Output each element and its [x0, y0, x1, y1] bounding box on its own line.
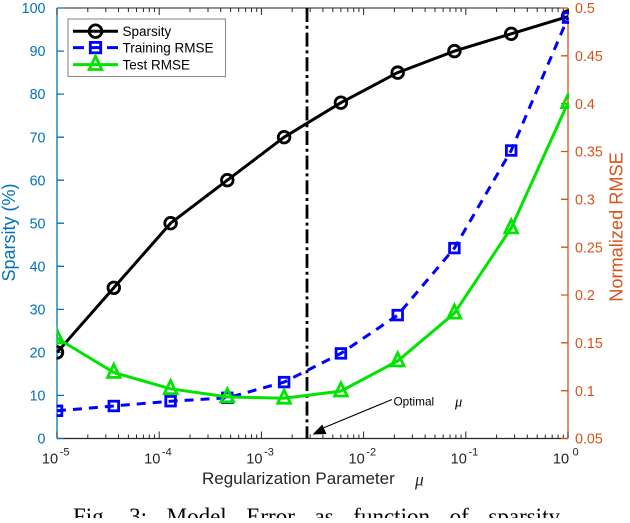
svg-text:Sparsity: Sparsity — [123, 24, 172, 39]
svg-text:30: 30 — [30, 303, 46, 319]
svg-text:-4: -4 — [162, 447, 172, 459]
svg-text:40: 40 — [30, 259, 46, 275]
svg-text:Sparsity (%): Sparsity (%) — [0, 183, 19, 281]
svg-text:-5: -5 — [60, 447, 70, 459]
svg-text:0.35: 0.35 — [575, 145, 603, 161]
svg-text:10: 10 — [553, 452, 569, 468]
svg-text:Training RMSE: Training RMSE — [123, 40, 214, 55]
svg-text:Regularization Parameter: Regularization Parameter — [202, 469, 395, 488]
svg-text:Optimal: Optimal — [394, 395, 435, 409]
svg-text:-2: -2 — [366, 447, 376, 459]
svg-text:20: 20 — [30, 346, 46, 362]
svg-text:50: 50 — [30, 216, 46, 232]
svg-text:70: 70 — [30, 130, 46, 146]
svg-text:10: 10 — [144, 452, 160, 468]
svg-text:Normalized RMSE: Normalized RMSE — [607, 152, 627, 302]
svg-text:0.1: 0.1 — [575, 384, 595, 400]
svg-text:10: 10 — [348, 452, 364, 468]
svg-text:60: 60 — [30, 173, 46, 189]
svg-text:-1: -1 — [469, 447, 479, 459]
svg-text:100: 100 — [22, 1, 46, 17]
svg-text:0.3: 0.3 — [575, 192, 595, 208]
svg-text:10: 10 — [30, 389, 46, 405]
svg-text:0.15: 0.15 — [575, 336, 603, 352]
svg-text:0.45: 0.45 — [575, 49, 603, 65]
svg-text:0.05: 0.05 — [575, 432, 603, 448]
svg-text:0.5: 0.5 — [575, 1, 595, 17]
svg-text:10: 10 — [451, 452, 467, 468]
svg-text:0: 0 — [38, 432, 46, 448]
svg-text:10: 10 — [246, 452, 262, 468]
svg-text:Test RMSE: Test RMSE — [123, 57, 191, 72]
svg-text:0.4: 0.4 — [575, 97, 595, 113]
svg-text:0.25: 0.25 — [575, 240, 603, 256]
svg-text:μ: μ — [454, 395, 462, 411]
svg-text:Fig. 3: Model Error as functio: Fig. 3: Model Error as function of spars… — [73, 504, 560, 518]
svg-text:10: 10 — [42, 452, 58, 468]
svg-text:μ: μ — [414, 470, 424, 490]
svg-text:0: 0 — [573, 447, 579, 459]
svg-text:90: 90 — [30, 44, 46, 60]
svg-text:-3: -3 — [264, 447, 274, 459]
svg-text:0.2: 0.2 — [575, 288, 595, 304]
svg-text:80: 80 — [30, 87, 46, 103]
